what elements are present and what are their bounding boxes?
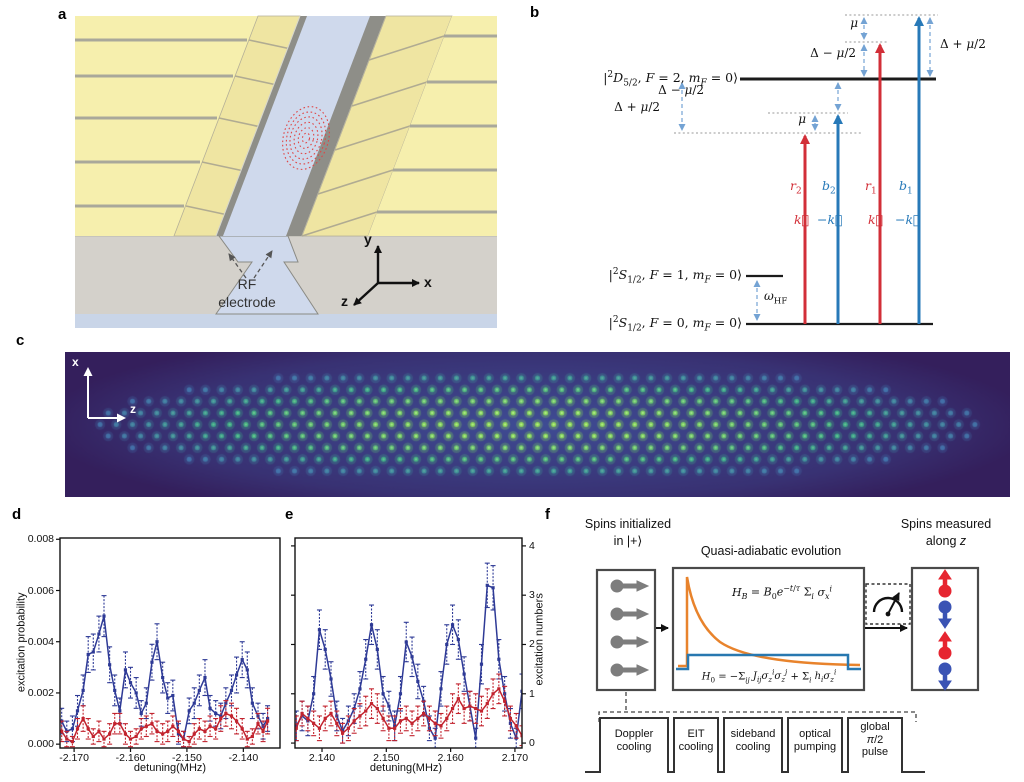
measure-box [910, 566, 980, 692]
chart-d-xtick: -2.150 [172, 752, 202, 764]
rf-electrode-label-line2: electrode [218, 294, 276, 310]
panel-label-f: f [545, 506, 550, 523]
chart-d-ytick: 0.004 [27, 635, 54, 648]
k-vector-b2: −k⃗ [817, 212, 843, 227]
chart-e-ytick: 3 [529, 589, 535, 602]
mu-top-label: μ [850, 16, 858, 30]
series-blue [295, 562, 522, 748]
beam-label-b2: b2 [822, 178, 836, 197]
chart-d [56, 537, 281, 752]
rf-pointer-right [253, 250, 273, 279]
series-blue [60, 595, 271, 748]
chart-d-ytick: 0.000 [27, 738, 54, 751]
beam-label-r2: r2 [790, 178, 802, 197]
h0-step-curve [676, 653, 861, 671]
rf-electrode-label-line1: RF [237, 276, 257, 292]
meter-icon [865, 583, 911, 625]
k-vector-r2: k⃗ [794, 212, 810, 227]
pulse-sideband-cooling: sideband cooling [730, 728, 776, 753]
panel-label-c: c [16, 332, 25, 349]
chart-e-xtick: 2.170 [501, 752, 529, 764]
chart-e [291, 537, 526, 752]
beam-label-b1: b1 [899, 178, 913, 197]
chart-d-ytick: 0.008 [27, 533, 54, 546]
rf-pointer-left [228, 253, 247, 279]
init-box [595, 568, 657, 692]
ket-S12-F1: |2S1/2, F = 1, mF = 0⟩ [608, 267, 742, 286]
axis-z-label: z [341, 293, 348, 309]
chart-e-xlabel: detuning(MHz) [369, 762, 443, 774]
axis-y-label: y [364, 231, 372, 247]
chart-d-xtick: -2.140 [228, 752, 259, 764]
trap-rendering [75, 15, 497, 328]
series-red [60, 700, 271, 748]
panel-label-a: a [58, 6, 67, 23]
panel-label-e: e [285, 506, 294, 523]
axes-xyz-icon [353, 245, 420, 306]
image-axis-z-label: z [130, 402, 136, 416]
evolution-caption: Quasi-adiabatic evolution [700, 544, 842, 558]
charts-group [56, 537, 526, 752]
init-caption-line1: Spins initialized [584, 517, 672, 531]
init-spins-icon [610, 579, 650, 677]
measure-caption-line1: Spins measured [900, 517, 992, 531]
pulse-doppler-cooling: Doppler cooling [614, 728, 654, 753]
beam-label-r1: r1 [865, 178, 877, 197]
pulse-eit-cooling: EIT cooling [678, 728, 714, 753]
delta-minus-top-label: Δ − μ/2 [810, 46, 856, 60]
chart-e-ytick: 0 [529, 737, 535, 750]
k-vector-r1: k⃗ [868, 212, 884, 227]
chart-d-xtick: -2.170 [59, 752, 89, 764]
series-red [295, 673, 522, 747]
pulse-optical-pumping: optical pumping [793, 728, 837, 753]
ket-D52: |2D5/2, F = 2, mF = 0⟩ [603, 70, 738, 89]
chart-e-ytick: 4 [529, 539, 535, 552]
mu-bottom-label: μ [798, 112, 806, 126]
measured-spins-icon [938, 569, 952, 691]
panel-label-b: b [530, 4, 540, 21]
chart-d-xtick: -2.160 [115, 752, 146, 764]
ket-S12-F0: |2S1/2, F = 0, mF = 0⟩ [608, 315, 742, 334]
chart-d-ytick: 0.002 [27, 686, 54, 699]
panel-label-d: d [12, 506, 22, 523]
chart-d-ytick: 0.006 [27, 584, 54, 597]
k-vector-b1: −k⃗ [895, 212, 921, 227]
ion-cloud-icon [282, 106, 330, 170]
image-axis-x-label: x [72, 355, 79, 369]
omega-hf-label: ωHF [764, 289, 788, 307]
delta-plus-left-label: Δ + μ/2 [614, 100, 660, 114]
chart-d-xlabel: detuning(MHz) [133, 762, 207, 774]
axis-x-label: x [424, 274, 432, 290]
chart-e-xtick: 2.150 [373, 752, 400, 764]
hb-equation: HB = B0e−t/τ Σi σxi [732, 584, 832, 601]
init-caption-line2: in |+⟩ [613, 534, 643, 548]
h0-equation: H0 = −Σij Jijσziσzj + Σi hiσzi [701, 668, 837, 685]
ion-crystal-image [65, 352, 1010, 497]
delta-minus-bottom-label: Δ − μ/2 [658, 83, 704, 97]
pulse-global-pi2: global π/2 pulse [860, 721, 890, 759]
chart-e-ytick: 2 [529, 638, 535, 651]
chart-e-xtick: 2.140 [308, 752, 336, 764]
chart-e-ytick: 1 [529, 687, 535, 700]
chart-e-xtick: 2.160 [437, 752, 464, 764]
measure-caption-line2: along z [925, 534, 967, 548]
delta-plus-right-label: Δ + μ/2 [940, 37, 986, 51]
